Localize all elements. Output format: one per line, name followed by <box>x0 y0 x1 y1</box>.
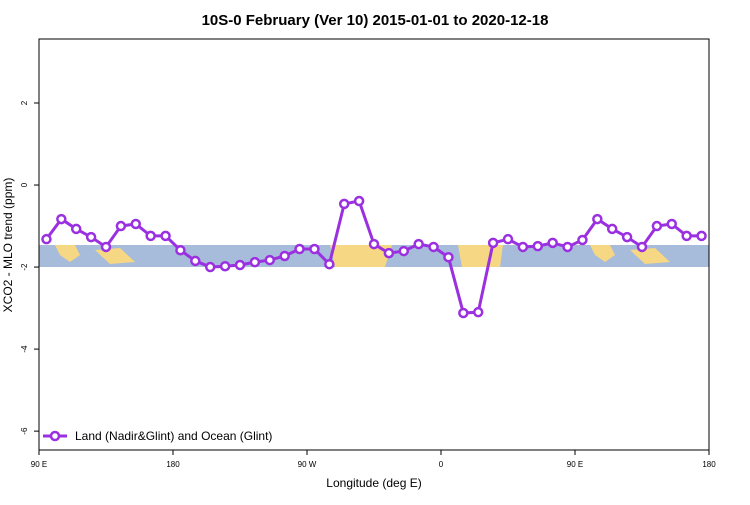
x-tick-label: 180 <box>166 460 180 469</box>
point <box>666 218 678 230</box>
point <box>458 307 469 319</box>
point <box>338 198 350 210</box>
legend-label: Land (Nadir&Glint) and Ocean (Glint) <box>75 429 272 443</box>
point <box>532 240 544 252</box>
point <box>428 241 439 253</box>
point <box>85 231 97 243</box>
point <box>219 260 231 272</box>
point <box>562 241 573 253</box>
x-axis-label: Longitude (deg E) <box>326 476 421 490</box>
point <box>115 220 127 232</box>
point <box>577 234 588 246</box>
point <box>413 238 424 250</box>
y-tick-label: 0 <box>20 182 29 187</box>
point <box>443 251 454 263</box>
point <box>398 245 410 257</box>
point <box>592 213 603 225</box>
y-tick-label: 2 <box>20 100 29 105</box>
point <box>264 254 276 266</box>
point <box>681 230 692 242</box>
point <box>249 256 261 268</box>
point <box>502 233 514 245</box>
point <box>651 220 663 232</box>
legend-marker <box>49 430 61 442</box>
point <box>175 244 186 256</box>
point <box>487 237 499 249</box>
point <box>130 218 142 230</box>
y-tick-label: -4 <box>20 345 29 353</box>
point <box>204 261 216 273</box>
point <box>636 241 648 253</box>
point <box>145 230 156 242</box>
point <box>100 241 112 253</box>
point <box>606 223 618 235</box>
point <box>517 241 529 253</box>
y-axis-label: XCO2 - MLO trend (ppm) <box>1 178 15 313</box>
point <box>368 238 380 250</box>
chart-title: 10S-0 February (Ver 10) 2015-01-01 to 20… <box>202 12 549 29</box>
point <box>279 250 290 262</box>
point <box>234 259 246 271</box>
point <box>160 230 171 242</box>
point <box>294 243 305 255</box>
point <box>696 230 707 242</box>
plot-frame <box>38 38 710 451</box>
point <box>324 258 335 270</box>
y-tick-label: -2 <box>20 263 29 271</box>
point <box>70 223 82 235</box>
y-tick-label: -6 <box>20 427 29 435</box>
point <box>41 233 52 245</box>
point <box>309 243 320 255</box>
point <box>621 231 633 243</box>
x-tick-label: 90 W <box>298 460 317 469</box>
x-tick-label: 90 E <box>567 460 583 469</box>
point <box>190 255 201 267</box>
point <box>56 213 67 225</box>
point <box>472 306 484 318</box>
x-tick-label: 180 <box>702 460 716 469</box>
point <box>353 195 365 207</box>
point <box>383 247 395 259</box>
x-tick-label: 90 E <box>31 460 47 469</box>
point <box>547 237 558 249</box>
x-tick-label: 0 <box>439 460 444 469</box>
